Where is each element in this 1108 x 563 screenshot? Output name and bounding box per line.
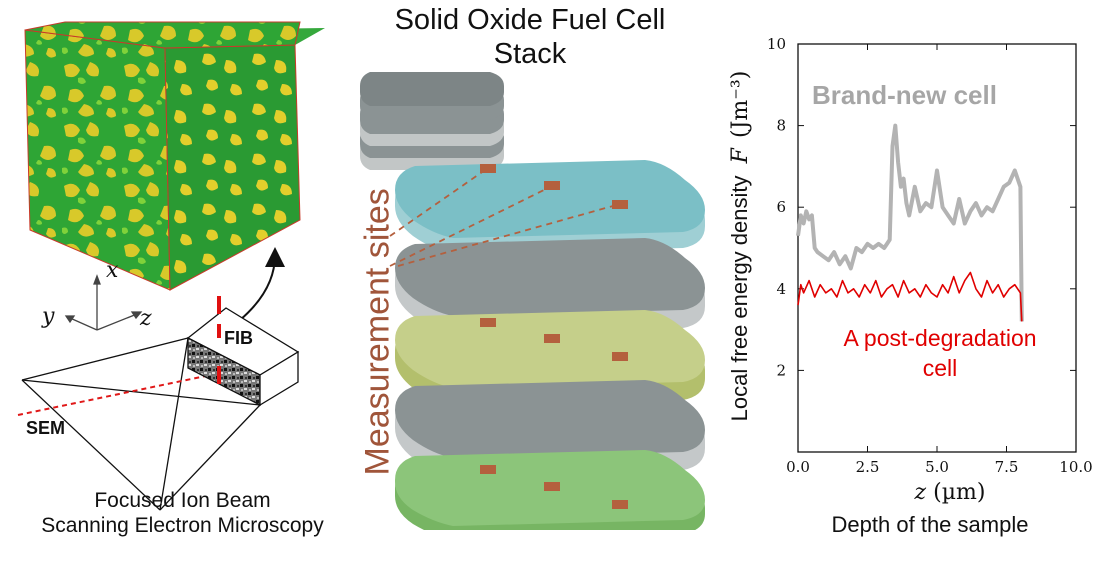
stack-title-line2: Stack (493, 38, 567, 70)
axis-z-label: z (140, 306, 152, 331)
x-tick-label: 7.5 (995, 458, 1019, 476)
y-tick-label: 2 (776, 361, 786, 379)
legend-post-degradation-line1: A post-degradation (843, 325, 1037, 351)
site-marker (480, 465, 496, 474)
fibsem-caption-line2: Scanning Electron Microscopy (41, 514, 324, 537)
axis-y-label: y (42, 304, 55, 329)
site-marker (480, 164, 496, 173)
site-marker (544, 482, 560, 491)
fibsem-caption-line1: Focused Ion Beam (94, 489, 271, 512)
curved-arrow (239, 247, 285, 321)
sem-dashed-line (17, 371, 226, 416)
x-axis-unit: (µm) (933, 480, 986, 505)
fib-markers (217, 296, 221, 384)
fib-block (186, 307, 300, 407)
legend-post-degradation: A post-degradation cell (815, 323, 1065, 383)
fuel-cell-stack (360, 72, 705, 530)
axes-triad (64, 274, 143, 331)
site-marker (612, 352, 628, 361)
y-tick-label: 10 (767, 35, 786, 53)
x-tick-label: 2.5 (856, 458, 880, 476)
y-axis-unit: (Jm⁻³) (728, 70, 753, 138)
site-marker (612, 500, 628, 509)
microstructure-cube (24, 21, 325, 291)
series-line-brand-new (796, 123, 1024, 322)
axis-x-label: x (106, 258, 119, 283)
stack-top-small (360, 72, 504, 170)
y-axis-symbol: F (728, 148, 753, 164)
legend-brand-new: Brand-new cell (812, 80, 997, 110)
x-axis-caption: Depth of the sample (831, 512, 1029, 537)
sem-beam (21, 337, 261, 511)
series-line-post-degradation (797, 271, 1023, 322)
stack-layer-green (395, 450, 705, 530)
site-marker (544, 181, 560, 190)
free-energy-chart: 0.0 2.5 5.0 7.5 10.0 2 4 6 8 10 (767, 35, 1093, 476)
x-axis-symbol: z (914, 480, 927, 505)
fib-label: FIB (224, 328, 253, 348)
legend-post-degradation-line2: cell (922, 355, 958, 381)
x-tick-label: 10.0 (1059, 458, 1092, 476)
x-axis-label: z (µm) (880, 480, 1020, 505)
stack-title-line1: Solid Oxide Fuel Cell (394, 4, 666, 36)
x-tick-label: 0.0 (786, 458, 810, 476)
sem-label: SEM (26, 418, 66, 438)
y-tick-label: 4 (776, 280, 786, 298)
y-axis-label: Local free energy density F (Jm⁻³) (727, 66, 753, 426)
stack-layer-blue (395, 160, 705, 254)
x-tick-label: 5.0 (925, 458, 949, 476)
site-marker (480, 318, 496, 327)
y-tick-label: 6 (776, 198, 786, 216)
y-tick-label: 8 (776, 117, 786, 135)
y-axis-label-text: Local free energy density (727, 175, 752, 422)
fib-sem-panel (17, 21, 325, 511)
measurement-sites-label: Measurement sites (358, 188, 397, 476)
site-marker (544, 334, 560, 343)
measurement-lines (389, 167, 621, 267)
site-marker (612, 200, 628, 209)
